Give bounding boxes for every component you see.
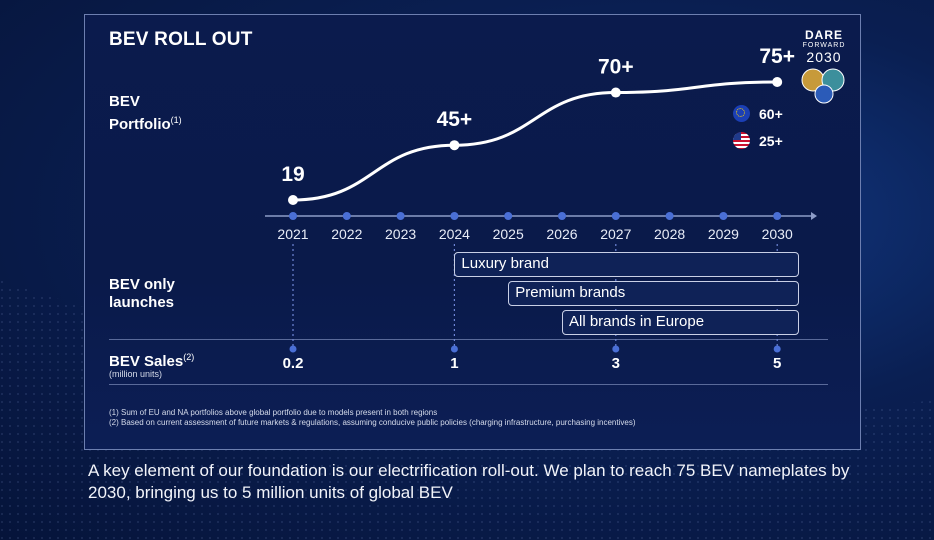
portfolio-data-label: 75+ bbox=[759, 45, 795, 68]
portfolio-data-label: 45+ bbox=[437, 108, 473, 131]
logo-line1: DARE bbox=[804, 28, 843, 42]
divider-top bbox=[109, 339, 828, 340]
x-axis-dot bbox=[719, 212, 728, 220]
x-tick-label: 2029 bbox=[708, 226, 739, 242]
portfolio-point bbox=[772, 77, 783, 87]
x-tick-label: 2022 bbox=[331, 226, 362, 242]
logo-line2: FORWARD bbox=[802, 42, 846, 49]
x-axis-arrow-icon bbox=[811, 212, 817, 220]
x-axis-dot bbox=[450, 212, 459, 220]
logo-badges-icon bbox=[801, 68, 845, 104]
x-tick-label: 2026 bbox=[546, 226, 577, 242]
launch-bar: All brands in Europe bbox=[562, 310, 800, 335]
launches-label: BEV only launches bbox=[109, 276, 175, 312]
sales-guide-dot bbox=[612, 345, 620, 353]
sales-guide-dot bbox=[450, 345, 458, 353]
x-axis-dot bbox=[504, 212, 513, 220]
caption-text: A key element of our foundation is our e… bbox=[88, 461, 850, 502]
x-axis-dot bbox=[611, 212, 620, 220]
x-tick-label: 2028 bbox=[654, 226, 685, 242]
portfolio-point bbox=[288, 195, 298, 205]
portfolio-point bbox=[610, 87, 621, 98]
sales-label-text: BEV Sales bbox=[109, 353, 184, 370]
x-axis-dot bbox=[396, 212, 405, 220]
launches-label-line2: launches bbox=[109, 294, 175, 311]
portfolio-footnote-marker: (1) bbox=[170, 115, 182, 125]
legend-us-value: 25+ bbox=[759, 132, 783, 149]
x-axis-dot bbox=[773, 212, 782, 220]
sales-footnote-marker: (2) bbox=[183, 352, 195, 362]
sales-unit-label: (million units) bbox=[109, 369, 163, 379]
portfolio-series-line bbox=[292, 80, 778, 202]
portfolio-data-label: 70+ bbox=[598, 56, 634, 79]
portfolio-label-line1: BEV bbox=[109, 93, 140, 110]
portfolio-data-label: 19 bbox=[281, 163, 304, 186]
portfolio-point bbox=[449, 140, 460, 151]
portfolio-line-chart: 2021 2022 2023 2024 2025 2026 2027 2028 2029 2030… bbox=[265, 45, 817, 353]
launch-bar: Luxury brand bbox=[454, 252, 800, 277]
x-axis-dot bbox=[665, 212, 674, 220]
dare-forward-logo: DARE FORWARD 2030 bbox=[799, 29, 849, 109]
legend-us: 25+ bbox=[733, 132, 783, 149]
x-tick-label: 2030 bbox=[762, 226, 793, 242]
eu-flag-icon bbox=[733, 105, 750, 122]
sales-data-label: 3 bbox=[611, 355, 620, 372]
portfolio-label-line2: Portfolio bbox=[109, 116, 171, 133]
sales-guide-dot bbox=[289, 345, 297, 353]
x-tick-label: 2021 bbox=[277, 226, 308, 242]
slide: BEV ROLL OUT BEV Portfolio(1) BEV only l… bbox=[84, 14, 861, 450]
x-axis-dot bbox=[289, 212, 297, 220]
portfolio-label: BEV Portfolio(1) bbox=[109, 93, 182, 134]
sales-data-label: 1 bbox=[450, 355, 459, 372]
legend-eu: 60+ bbox=[733, 105, 783, 122]
sales-label: BEV Sales(2) bbox=[109, 348, 194, 371]
sales-guide-dot bbox=[773, 345, 781, 353]
launch-bar: Premium brands bbox=[508, 281, 800, 306]
x-tick-label: 2025 bbox=[493, 226, 524, 242]
logo-line3: 2030 bbox=[806, 49, 842, 65]
slide-title: BEV ROLL OUT bbox=[109, 29, 253, 50]
x-axis-dot bbox=[342, 212, 351, 220]
legend-eu-value: 60+ bbox=[759, 105, 783, 122]
footnote-2: (2) Based on current assessment of futur… bbox=[109, 418, 636, 427]
sales-data-label: 0.2 bbox=[282, 355, 304, 372]
divider-bottom bbox=[109, 384, 828, 385]
x-axis-dot bbox=[558, 212, 566, 220]
us-flag-icon bbox=[733, 132, 750, 149]
launches-label-line1: BEV only bbox=[109, 276, 175, 293]
x-tick-label: 2027 bbox=[600, 226, 631, 242]
sales-data-label: 5 bbox=[773, 355, 782, 372]
x-tick-label: 2024 bbox=[439, 226, 470, 242]
x-tick-label: 2023 bbox=[385, 226, 416, 242]
footnote-1: (1) Sum of EU and NA portfolios above gl… bbox=[109, 408, 438, 417]
